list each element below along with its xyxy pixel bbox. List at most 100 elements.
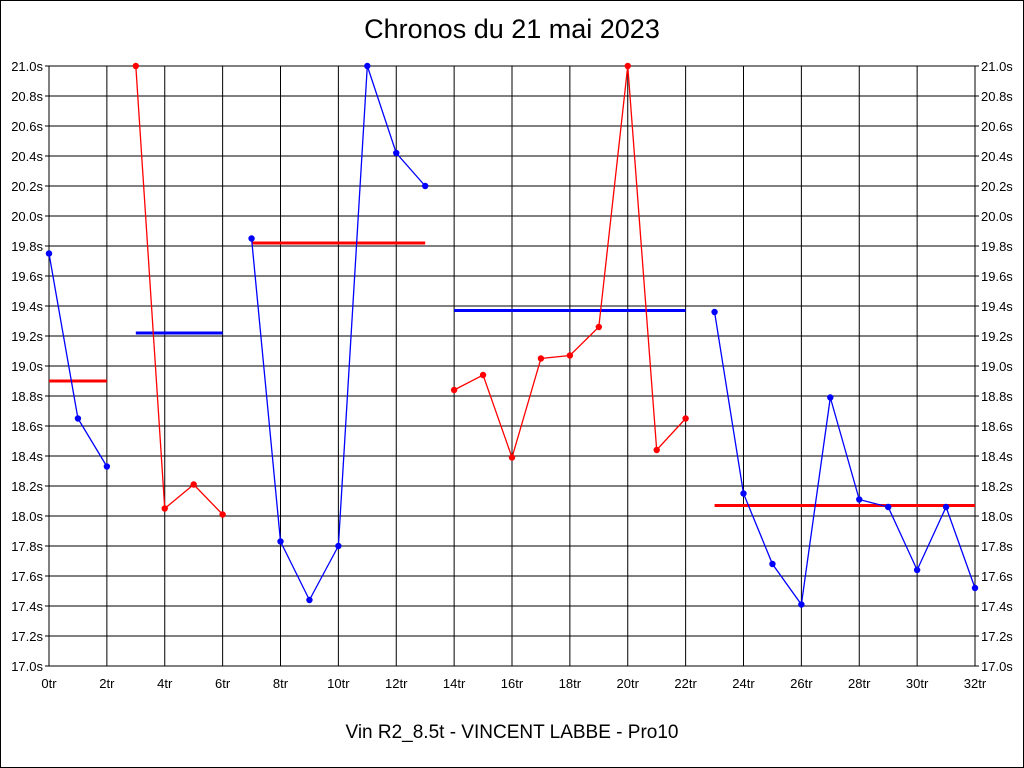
data-point	[335, 542, 342, 550]
y-tick-label-right: 18.2s	[981, 479, 1013, 494]
y-tick-label-left: 17.4s	[11, 599, 43, 614]
data-point	[161, 505, 168, 512]
x-tick-label: 0tr	[41, 676, 57, 691]
x-tick-label: 4tr	[157, 676, 173, 691]
y-tick-label-left: 21.0s	[11, 59, 43, 74]
x-tick-label: 2tr	[99, 676, 115, 691]
y-tick-label-left: 20.4s	[11, 149, 43, 164]
data-point	[537, 355, 545, 362]
y-axis-ticks: 21.0s 21.0s 20.8s 20.8s 20.6s 20.6s 20.4s 20.4s…	[11, 59, 1013, 674]
series-line	[713, 311, 976, 607]
y-tick-label-left: 19.2s	[11, 329, 43, 344]
y-tick-label-left: 18.4s	[11, 449, 43, 464]
y-tick-label-left: 19.0s	[11, 359, 43, 374]
data-point	[653, 446, 660, 454]
data-point	[306, 596, 313, 604]
x-tick-label: 26tr	[790, 676, 813, 691]
y-tick-label-right: 17.6s	[981, 569, 1013, 584]
grid-layer	[45, 65, 979, 667]
data-point	[624, 62, 631, 70]
y-tick-label-left: 17.0s	[11, 659, 43, 674]
data-point	[450, 386, 458, 394]
y-tick-label-right: 21.0s	[981, 59, 1013, 74]
data-point	[971, 584, 979, 592]
y-tick-label-right: 20.6s	[981, 119, 1013, 134]
y-tick-label-right: 18.4s	[981, 449, 1013, 464]
data-point	[566, 352, 574, 359]
data-point	[190, 481, 197, 488]
data-point	[827, 394, 834, 401]
data-point	[393, 149, 400, 157]
data-point	[508, 454, 516, 461]
y-tick-label-right: 20.0s	[981, 209, 1013, 224]
x-tick-label: 28tr	[848, 676, 871, 691]
x-tick-label: 20tr	[617, 676, 640, 691]
y-tick-label-left: 17.6s	[11, 569, 43, 584]
data-point	[45, 250, 53, 257]
x-tick-label: 14tr	[443, 676, 466, 691]
y-tick-label-left: 19.8s	[11, 239, 43, 254]
data-point	[248, 235, 255, 242]
data-point	[884, 503, 892, 511]
y-tick-label-right: 20.8s	[981, 89, 1013, 104]
data-point	[364, 62, 371, 70]
data-point	[711, 308, 718, 316]
series-lines	[45, 62, 979, 608]
y-tick-label-left: 20.0s	[11, 209, 43, 224]
y-tick-label-right: 20.4s	[981, 149, 1013, 164]
x-tick-label: 8tr	[273, 676, 289, 691]
data-point	[682, 415, 689, 422]
y-tick-label-right: 19.6s	[981, 269, 1013, 284]
y-tick-label-right: 19.4s	[981, 299, 1013, 314]
x-tick-label: 10tr	[327, 676, 350, 691]
y-tick-label-left: 18.8s	[11, 389, 43, 404]
y-tick-label-right: 19.0s	[981, 359, 1013, 374]
series-line	[135, 65, 224, 515]
y-tick-label-right: 18.0s	[981, 509, 1013, 524]
x-tick-label: 12tr	[385, 676, 408, 691]
data-point	[479, 371, 487, 379]
x-tick-label: 32tr	[964, 676, 987, 691]
y-tick-label-right: 17.8s	[981, 539, 1013, 554]
y-tick-label-left: 18.6s	[11, 419, 43, 434]
x-tick-label: 18tr	[559, 676, 582, 691]
data-point	[769, 560, 776, 568]
series-line	[48, 253, 108, 467]
y-tick-label-left: 20.2s	[11, 179, 43, 194]
data-point	[421, 182, 429, 190]
x-tick-label: 22tr	[674, 676, 697, 691]
data-point	[132, 62, 140, 70]
plot-border	[48, 65, 976, 667]
data-point	[798, 601, 805, 608]
data-point	[595, 323, 603, 331]
chart-footer: Vin R2_8.5t - VINCENT LABBE - Pro10	[345, 722, 679, 743]
y-tick-label-right: 18.8s	[981, 389, 1013, 404]
y-tick-label-right: 19.2s	[981, 329, 1013, 344]
chart-title: Chronos du 21 mai 2023	[364, 14, 660, 44]
y-tick-label-left: 20.6s	[11, 119, 43, 134]
y-tick-label-left: 20.8s	[11, 89, 43, 104]
x-tick-label: 24tr	[732, 676, 755, 691]
y-tick-label-left: 19.6s	[11, 269, 43, 284]
x-tick-label: 16tr	[501, 676, 524, 691]
y-tick-label-right: 19.8s	[981, 239, 1013, 254]
data-point	[740, 490, 747, 497]
y-tick-label-left: 19.4s	[11, 299, 43, 314]
data-point	[103, 463, 111, 470]
data-point	[913, 566, 921, 574]
y-tick-label-left: 17.8s	[11, 539, 43, 554]
y-tick-label-right: 17.2s	[981, 629, 1013, 644]
data-point	[277, 538, 284, 545]
average-lines	[49, 241, 975, 507]
y-tick-label-left: 18.2s	[11, 479, 43, 494]
data-point	[219, 511, 226, 518]
x-axis-ticks: 0tr 2tr 4tr 6tr 8tr 10tr 12tr 14tr 16tr 18tr 20tr 2…	[41, 676, 986, 691]
y-tick-label-right: 17.0s	[981, 659, 1013, 674]
y-tick-label-right: 17.4s	[981, 599, 1013, 614]
x-tick-label: 6tr	[215, 676, 231, 691]
data-point	[942, 503, 950, 511]
y-tick-label-right: 20.2s	[981, 179, 1013, 194]
data-point	[74, 415, 82, 422]
x-tick-label: 30tr	[906, 676, 929, 691]
